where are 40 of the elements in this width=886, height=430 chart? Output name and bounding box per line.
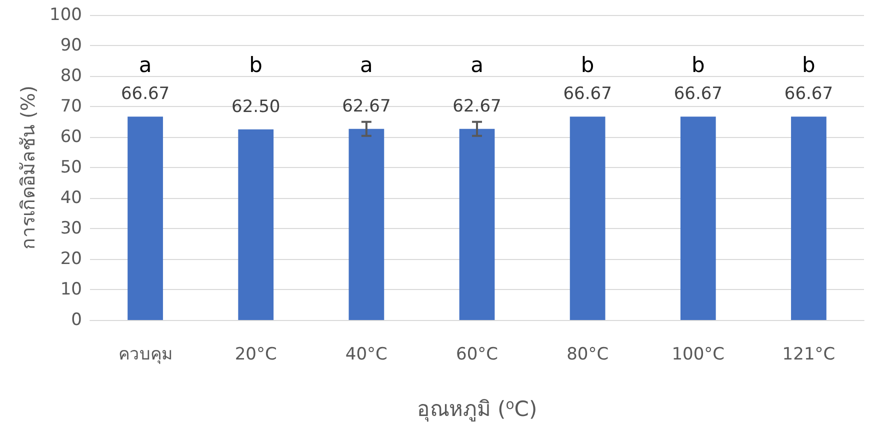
data-label: 62.67 — [342, 96, 391, 116]
y-tick-label: 70 — [60, 96, 82, 116]
annotation: a — [360, 53, 373, 77]
bar — [238, 129, 274, 320]
y-tick-label: 20 — [60, 249, 82, 269]
bar — [680, 116, 716, 320]
y-tick-label: 50 — [60, 158, 82, 178]
annotation: b — [802, 53, 816, 77]
annotation: a — [470, 53, 484, 77]
x-tick-label: 60°C — [456, 344, 498, 364]
data-label: 66.67 — [563, 84, 612, 104]
annotation: b — [249, 53, 263, 77]
y-tick-label: 10 — [60, 280, 82, 300]
x-tick-label: 121°C — [782, 344, 836, 364]
y-tick-label: 100 — [50, 5, 82, 25]
bar — [128, 116, 163, 320]
bar — [570, 116, 606, 320]
x-tick-label: ควบคุม — [118, 344, 172, 364]
data-label: 62.67 — [452, 96, 502, 116]
annotation: a — [138, 53, 152, 77]
x-tick-label: 80°C — [566, 344, 609, 364]
y-axis-title: การเกิดอิมัลชัน (%) — [18, 86, 40, 250]
data-label: 66.67 — [120, 84, 170, 104]
x-tick-label: 100°C — [672, 344, 725, 364]
y-tick-label: 30 — [60, 218, 82, 238]
annotation: b — [580, 53, 594, 77]
data-label: 66.67 — [784, 84, 834, 104]
annotation: b — [691, 53, 705, 77]
x-tick-label: 20°C — [234, 344, 277, 364]
y-tick-label: 60 — [60, 127, 82, 147]
y-tick-label: 0 — [71, 310, 82, 330]
y-tick-label: 40 — [60, 188, 82, 208]
data-label: 62.50 — [232, 96, 280, 117]
bar — [459, 128, 495, 320]
y-tick-label: 90 — [60, 36, 82, 56]
bar — [791, 116, 826, 320]
y-tick-label: 80 — [60, 66, 82, 86]
bar — [348, 128, 384, 320]
data-label: 66.67 — [674, 84, 722, 104]
x-tick-label: 40°C — [345, 344, 388, 364]
